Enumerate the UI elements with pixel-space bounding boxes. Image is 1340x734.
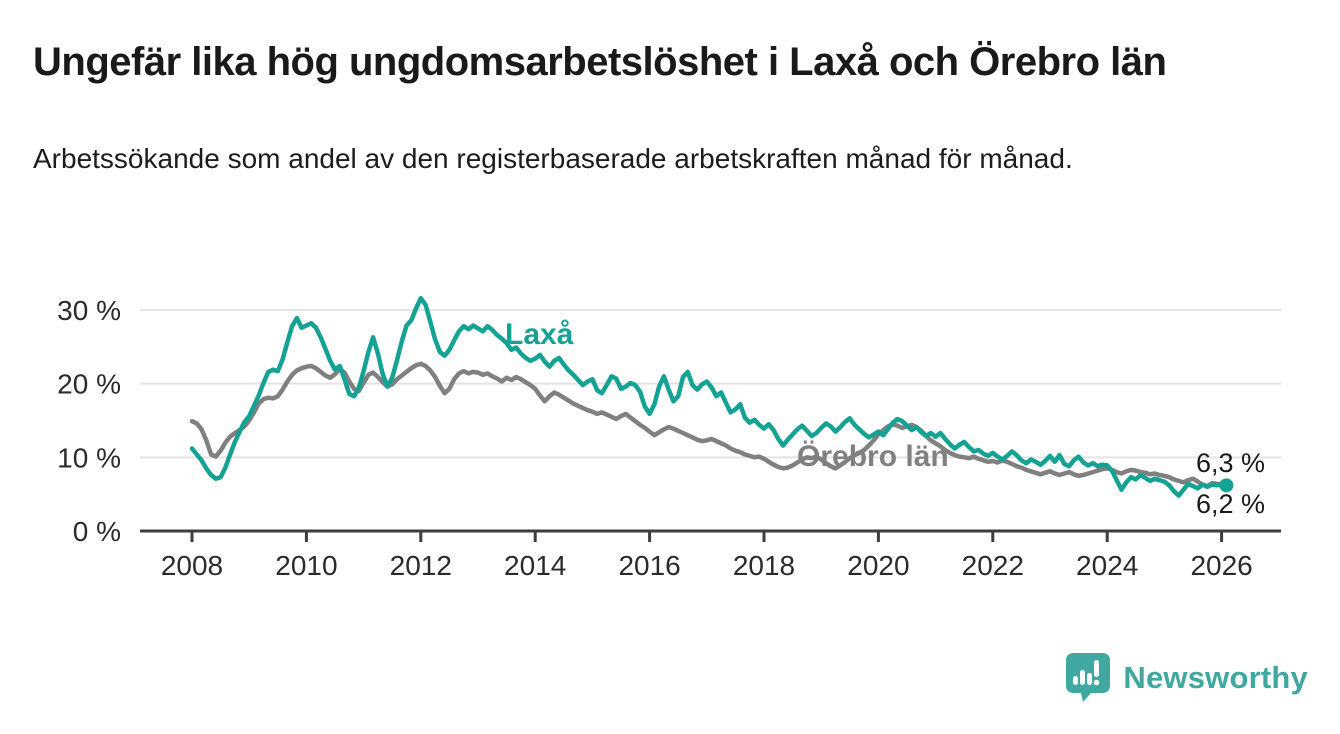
y-tick-label: 30 % <box>57 295 121 326</box>
y-tick-label: 10 % <box>57 442 121 473</box>
newsworthy-logo-icon <box>1066 653 1111 702</box>
x-tick-label: 2024 <box>1076 550 1138 581</box>
line-chart: 0 % 10 % 20 % 30 % 2008 2010 2012 2014 2016 2018 2… <box>57 295 1281 581</box>
x-tick-label: 2026 <box>1190 550 1252 581</box>
x-tick-label: 2012 <box>390 550 452 581</box>
y-tick-label: 20 % <box>57 369 121 400</box>
series-label-laxa: Laxå <box>505 318 574 351</box>
x-tick-label: 2008 <box>161 550 223 581</box>
chart-subtitle: Arbetssökande som andel av den registerb… <box>33 143 1073 174</box>
y-tick-label: 0 % <box>73 516 121 547</box>
series-label-orebro-lan: Örebro län <box>797 440 949 473</box>
x-tick-label: 2018 <box>733 550 795 581</box>
chart-title: Ungefär lika hög ungdomsarbetslöshet i L… <box>33 40 1167 84</box>
end-value-label-bottom: 6,2 % <box>1196 489 1265 519</box>
x-tick-label: 2014 <box>504 550 566 581</box>
newsworthy-branding: Newsworthy <box>1065 652 1308 704</box>
series-end-dot <box>1219 478 1234 493</box>
newsworthy-wordmark: Newsworthy <box>1123 660 1308 695</box>
end-value-label-top: 6,3 % <box>1196 448 1265 478</box>
series-line-laxa <box>189 295 1229 498</box>
x-tick-label: 2020 <box>847 550 909 581</box>
x-tick-label: 2022 <box>962 550 1024 581</box>
x-tick-label: 2010 <box>275 550 337 581</box>
series-line-orebro-lan <box>189 361 1229 489</box>
x-tick-label: 2016 <box>618 550 680 581</box>
